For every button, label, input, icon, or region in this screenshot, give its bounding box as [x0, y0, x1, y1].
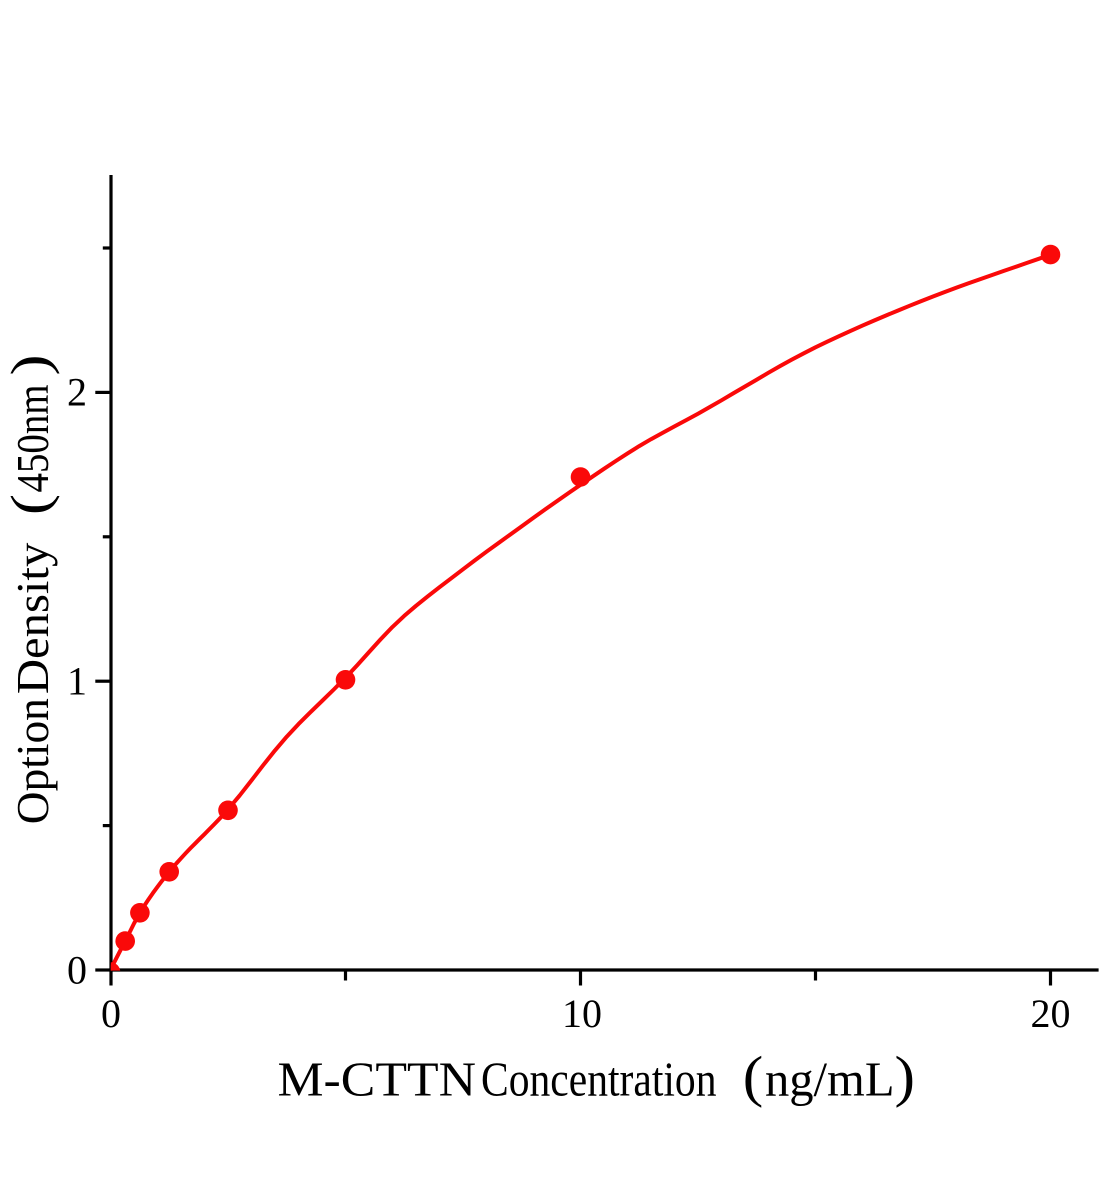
svg-text:(: (: [0, 494, 60, 515]
svg-text:450nm: 450nm: [7, 384, 58, 492]
svg-text:0: 0: [101, 991, 121, 1036]
svg-text:Option: Option: [7, 698, 58, 824]
svg-text:ng/mL: ng/mL: [765, 1052, 895, 1107]
svg-text:1: 1: [67, 658, 87, 703]
svg-text:): ): [0, 355, 60, 376]
svg-text:10: 10: [562, 991, 602, 1036]
svg-text:(: (: [743, 1046, 764, 1109]
svg-text:): ): [895, 1046, 916, 1109]
svg-text:2: 2: [67, 370, 87, 415]
svg-text:0: 0: [67, 947, 87, 992]
svg-text:Concentration: Concentration: [481, 1052, 717, 1107]
svg-text:20: 20: [1031, 991, 1071, 1036]
svg-text:Density: Density: [7, 543, 58, 695]
svg-text:M-CTTN: M-CTTN: [278, 1052, 477, 1107]
